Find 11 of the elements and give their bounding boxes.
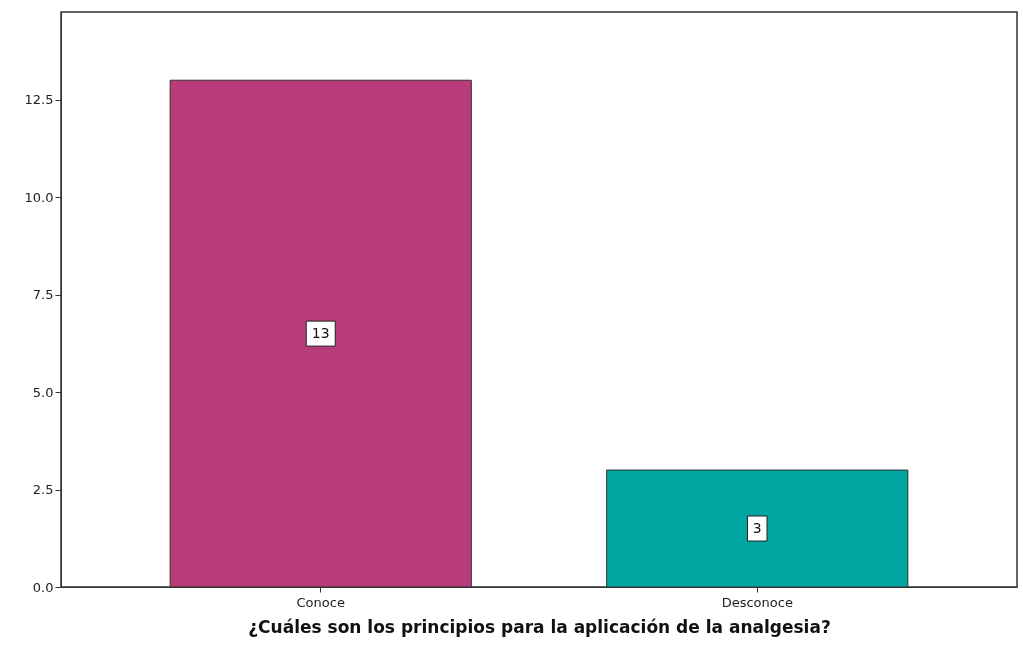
y-tick-label: 0.0 [32,579,54,595]
data-label: 13 [311,324,330,341]
y-tick-label: 5.0 [32,384,54,400]
y-tick-label: 7.5 [32,287,54,303]
data-label: 3 [752,519,762,536]
x-axis-title: ¿Cuáles son los principios para la aplicación de la analgesia? [248,616,831,637]
y-tick-label: 12.5 [24,92,54,108]
y-tick-label: 10.0 [24,189,54,205]
x-tick-label: Conoce [296,594,345,610]
y-tick-label: 2.5 [32,482,54,498]
x-tick-label: Desconoce [721,594,793,610]
